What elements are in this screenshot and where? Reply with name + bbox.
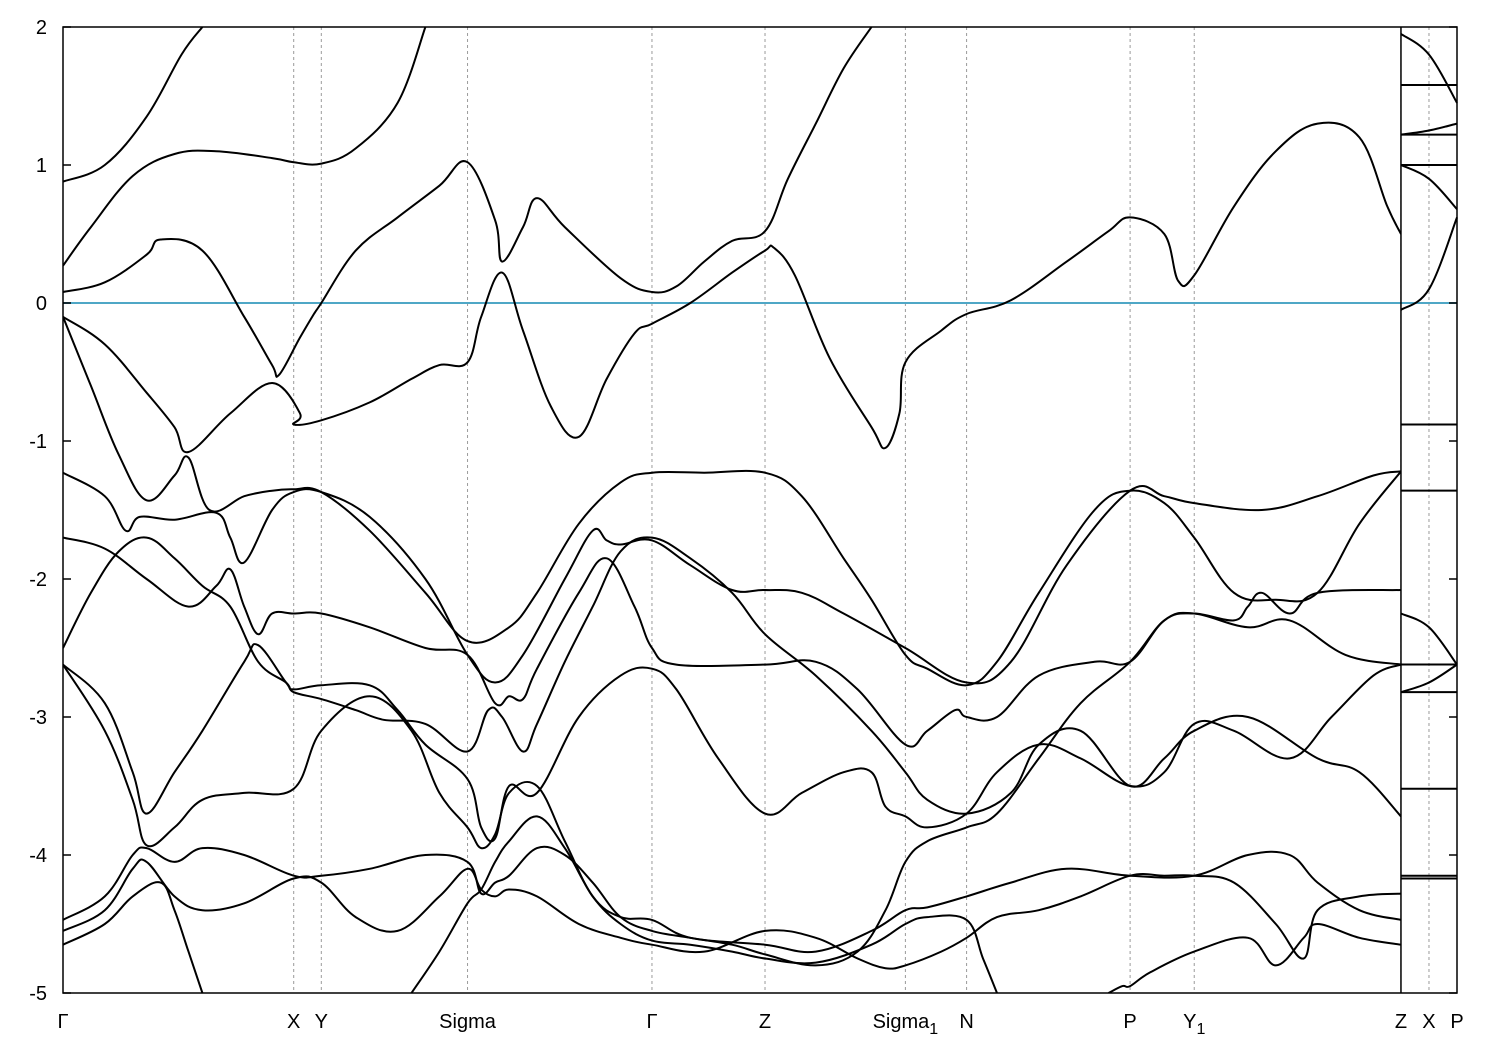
band-line-12	[63, 858, 1401, 970]
x-tick-label: Γ	[646, 1011, 657, 1033]
y-tick-label: -3	[29, 707, 47, 729]
band-line-13	[63, 881, 204, 993]
right-panel-band	[1400, 164, 1458, 210]
y-tick-label: -5	[29, 983, 47, 1005]
y-tick-label: 2	[36, 17, 47, 39]
right-panel-band	[1400, 33, 1458, 104]
y-tick-label: -4	[29, 845, 47, 867]
band-line-11	[63, 611, 1401, 967]
x-tick-label: P	[1450, 1011, 1463, 1033]
y-tick-label: -1	[29, 431, 47, 453]
band-line-4	[63, 121, 1401, 454]
band-line-9	[63, 643, 1401, 843]
band-line-5	[63, 316, 1401, 687]
band-line-1	[63, 27, 204, 183]
y-tick-label: 0	[36, 293, 47, 315]
x-tick-label: Y1	[1183, 1011, 1205, 1038]
x-tick-label: Sigma	[439, 1011, 497, 1033]
right-panel-band	[1400, 663, 1458, 694]
x-tick-label: Y	[315, 1011, 328, 1033]
band-line-14	[410, 815, 998, 993]
band-line-8	[63, 536, 1401, 818]
x-tick-label: P	[1123, 1011, 1136, 1033]
x-tick-label: X	[287, 1011, 300, 1033]
y-tick-label: -2	[29, 569, 47, 591]
x-tick-label: Z	[1395, 1011, 1407, 1033]
right-panel-band	[1400, 217, 1458, 311]
x-tick-label: N	[959, 1011, 973, 1033]
y-tick-label: 1	[36, 155, 47, 177]
x-tick-label: Sigma1	[873, 1011, 939, 1038]
x-tick-label: X	[1422, 1011, 1435, 1033]
right-panel-band	[1400, 122, 1458, 136]
right-panel-band	[1400, 612, 1458, 666]
band-line-2	[63, 27, 427, 267]
band-line-7	[63, 536, 1401, 748]
band-line-3	[63, 27, 873, 378]
x-tick-label: Z	[759, 1011, 771, 1033]
plot-frame	[62, 26, 1458, 994]
band-line-10	[63, 664, 1401, 954]
x-tick-label: Γ	[57, 1011, 68, 1033]
band-line-15	[1108, 923, 1401, 993]
band-line-6	[63, 470, 1401, 685]
